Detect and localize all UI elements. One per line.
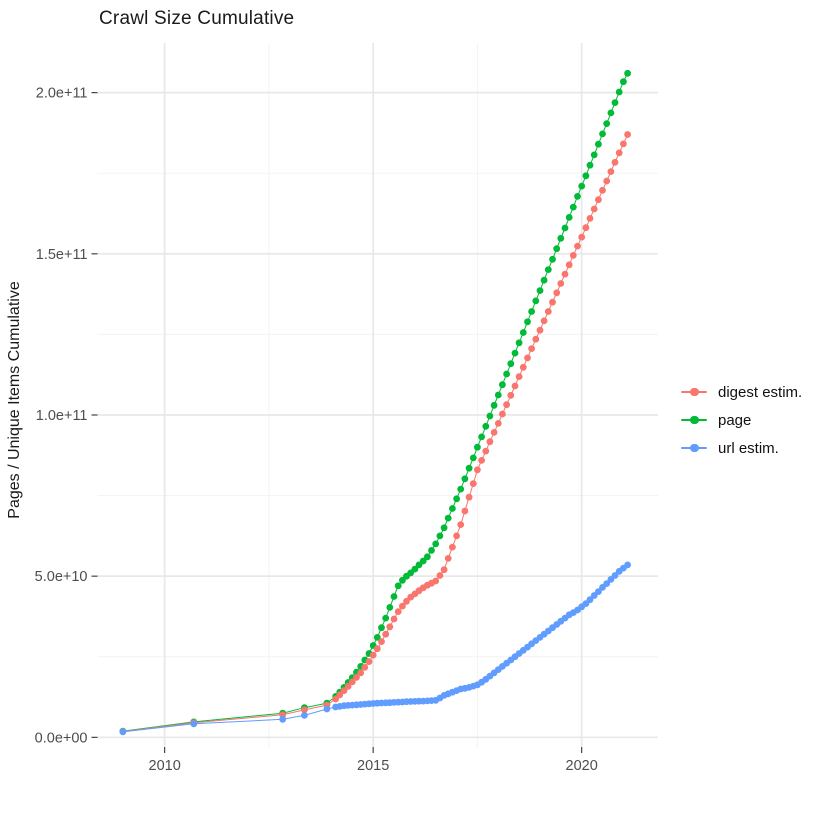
svg-text:2015: 2015 — [357, 758, 389, 774]
legend: digest estim. page url estim. — [681, 378, 802, 462]
gridlines-major — [97, 43, 658, 747]
axis-tick-marks — [91, 92, 583, 753]
svg-text:1.5e+11: 1.5e+11 — [36, 247, 88, 263]
svg-text:2.0e+11: 2.0e+11 — [36, 86, 88, 102]
legend-label: url estim. — [718, 439, 779, 457]
svg-text:0.0e+00: 0.0e+00 — [35, 730, 88, 746]
chart-title: Crawl Size Cumulative — [99, 8, 295, 29]
legend-key-dot-icon — [681, 441, 707, 455]
series-page — [119, 69, 631, 735]
legend-label: page — [718, 411, 752, 429]
legend-label: digest estim. — [718, 383, 803, 401]
svg-text:2010: 2010 — [149, 758, 181, 774]
legend-item-page: page — [681, 406, 802, 434]
legend-key-dot-icon — [681, 385, 707, 399]
svg-text:1.0e+11: 1.0e+11 — [36, 408, 88, 424]
svg-text:2020: 2020 — [566, 758, 598, 774]
legend-item-digest-estim: digest estim. — [681, 378, 802, 406]
data-series — [119, 69, 631, 736]
legend-key-dot-icon — [681, 413, 707, 427]
legend-item-url-estim: url estim. — [681, 434, 802, 462]
x-tick-labels: 2010 2015 2020 — [149, 758, 598, 774]
svg-text:5.0e+10: 5.0e+10 — [35, 569, 88, 585]
gridlines-minor — [97, 43, 658, 747]
series-digest-estim — [119, 131, 631, 735]
series-url-estim — [119, 561, 631, 736]
y-tick-labels: 0.0e+00 5.0e+10 1.0e+11 1.5e+11 2.0e+11 — [35, 86, 88, 747]
